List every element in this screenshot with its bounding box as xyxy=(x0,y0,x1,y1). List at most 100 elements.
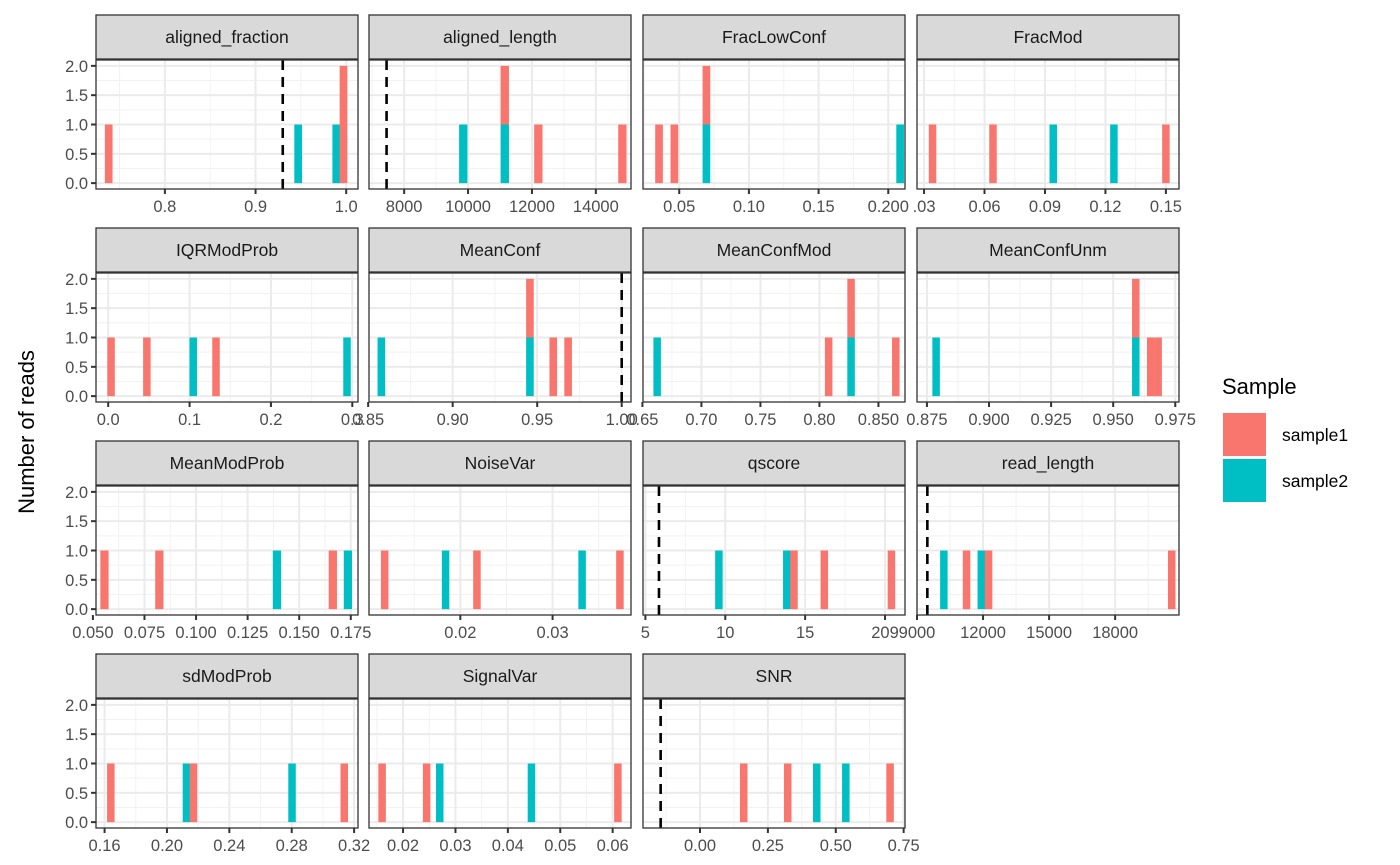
facet-strip xyxy=(368,14,632,60)
facet-strip-label: aligned_fraction xyxy=(165,27,289,48)
bar-sample1 xyxy=(143,337,151,397)
panel-border xyxy=(368,698,632,829)
legend-swatch xyxy=(1223,459,1266,502)
x-axis: 0.16 0.20 0.24 0.28 0.32 xyxy=(89,828,370,855)
bar-sample2 xyxy=(813,763,821,823)
bar-sample1 xyxy=(1132,278,1140,338)
facet-strip xyxy=(916,440,1180,486)
bar-sample2 xyxy=(343,550,353,610)
x-tick-label: 0.09 xyxy=(1029,198,1061,216)
y-axis: 0.0 0.5 1.0 1.5 2.0 xyxy=(65,58,96,193)
y-tick-label: 1.5 xyxy=(65,513,88,531)
x-tick-label: 0.65 xyxy=(626,411,658,429)
gridlines xyxy=(643,699,905,828)
bar-sample2 xyxy=(783,550,791,610)
x-tick-label: 0.80 xyxy=(803,411,835,429)
bar-sample1 xyxy=(790,550,798,610)
bar-sample1 xyxy=(702,65,711,125)
x-tick-label: 5 xyxy=(641,624,650,642)
bar-sample2 xyxy=(977,550,986,610)
panel-border xyxy=(642,698,906,829)
y-tick-label: 1.5 xyxy=(65,726,88,744)
x-axis: .03 0.06 0.09 0.12 0.15 xyxy=(913,189,1182,216)
bar-sample2 xyxy=(896,124,904,184)
y-tick-label: 0.0 xyxy=(65,601,88,619)
x-tick-label: 0.70 xyxy=(685,411,717,429)
x-tick-label: 18000 xyxy=(1092,624,1138,642)
facet-sdModProb: sdModProb 0.16 0.20 0.24 0.28 0.32 0.0 0.5 1.0 1.… xyxy=(65,653,370,855)
x-tick-label: 0.50 xyxy=(820,837,852,855)
bar-sample2 xyxy=(847,337,855,397)
x-tick-label: 0.15 xyxy=(1150,198,1182,216)
bar-sample2 xyxy=(441,550,450,610)
x-tick-label: 0.02 xyxy=(387,837,419,855)
bar-sample2 xyxy=(1132,337,1140,397)
x-tick-label: 0.2 xyxy=(259,411,282,429)
facet-read_length: read_length 9000 12000 15000 18000 xyxy=(899,440,1180,642)
facet-strip xyxy=(642,440,906,486)
x-tick-label: 0.03 xyxy=(439,837,471,855)
facet-MeanConfUnm: MeanConfUnm 0.875 0.900 0.925 0.950 0.975 xyxy=(906,227,1196,429)
y-tick-label: 1.0 xyxy=(65,543,88,561)
x-tick-label: 8000 xyxy=(386,198,423,216)
x-axis: 9000 12000 15000 18000 xyxy=(899,615,1138,642)
x-tick-label: 0.900 xyxy=(968,411,1009,429)
bar-sample2 xyxy=(702,124,711,184)
x-axis: 0.050 0.075 0.100 0.125 0.150 0.175 xyxy=(72,615,371,642)
bar-sample1 xyxy=(155,550,164,610)
bar-sample1 xyxy=(989,124,997,184)
bars xyxy=(107,337,351,397)
x-axis: 0.65 0.70 0.75 0.80 0.850 xyxy=(626,402,899,429)
bar-sample1 xyxy=(670,124,679,184)
facet-strip xyxy=(95,653,359,699)
facet-MeanModProb: MeanModProb 0.050 0.075 0.100 0.125 0.150 0.17… xyxy=(65,440,371,642)
x-tick-label: 0.850 xyxy=(858,411,899,429)
facet-aligned_length: aligned_length 8000 10000 12000 14000 xyxy=(368,14,632,216)
facet-strip xyxy=(368,227,632,273)
bar-sample1 xyxy=(1162,124,1170,184)
x-tick-label: 0.3 xyxy=(341,411,364,429)
facet-strip xyxy=(368,653,632,699)
bar-sample2 xyxy=(189,337,197,397)
bar-sample2 xyxy=(578,550,586,610)
facet-aligned_fraction: aligned_fraction 0.8 0.9 1.0 0.0 0.5 1.0 1.5 2.0 xyxy=(65,14,359,216)
facet-strip-label: FracLowConf xyxy=(722,27,826,47)
bar-sample2 xyxy=(182,763,191,823)
bar-sample2 xyxy=(459,124,468,184)
bar-sample2 xyxy=(377,337,386,397)
x-tick-label: 0.28 xyxy=(276,837,308,855)
facet-strip-label: MeanConf xyxy=(460,240,541,260)
facet-strip-label: MeanConfMod xyxy=(717,240,832,260)
y-tick-label: 2.0 xyxy=(65,58,88,76)
bar-sample1 xyxy=(526,278,534,338)
bar-sample1 xyxy=(549,337,558,397)
facet-FracMod: FracMod .03 0.06 0.09 0.12 0.15 xyxy=(913,14,1182,216)
y-tick-label: 2.0 xyxy=(65,484,88,502)
facet-strip-label: SNR xyxy=(756,666,793,686)
bar-sample1 xyxy=(887,550,896,610)
y-tick-label: 0.5 xyxy=(65,359,88,377)
bar-sample1 xyxy=(564,337,572,397)
facet-strip-label: SignalVar xyxy=(463,666,538,686)
facet-strip xyxy=(916,227,1180,273)
x-tick-label: 0.25 xyxy=(752,837,784,855)
x-tick-label: 0.12 xyxy=(1089,198,1121,216)
y-tick-label: 2.0 xyxy=(65,697,88,715)
bar-sample1 xyxy=(339,65,348,184)
x-tick-label: 0.925 xyxy=(1030,411,1071,429)
facet-qscore: qscore 5 10 15 209 xyxy=(641,440,906,642)
y-tick-label: 1.5 xyxy=(65,300,88,318)
bar-sample2 xyxy=(332,124,341,184)
bars xyxy=(655,65,904,184)
x-tick-label: 0.06 xyxy=(597,837,629,855)
x-tick-label: 0.02 xyxy=(444,624,476,642)
x-tick-label: 0.200 xyxy=(868,198,909,216)
bars xyxy=(104,65,348,184)
bar-sample1 xyxy=(928,124,937,184)
bar-sample1 xyxy=(107,763,115,823)
facet-strip xyxy=(916,14,1180,60)
bar-sample1 xyxy=(824,337,833,397)
x-tick-label: 0.15 xyxy=(803,198,835,216)
y-tick-label: 1.0 xyxy=(65,756,88,774)
